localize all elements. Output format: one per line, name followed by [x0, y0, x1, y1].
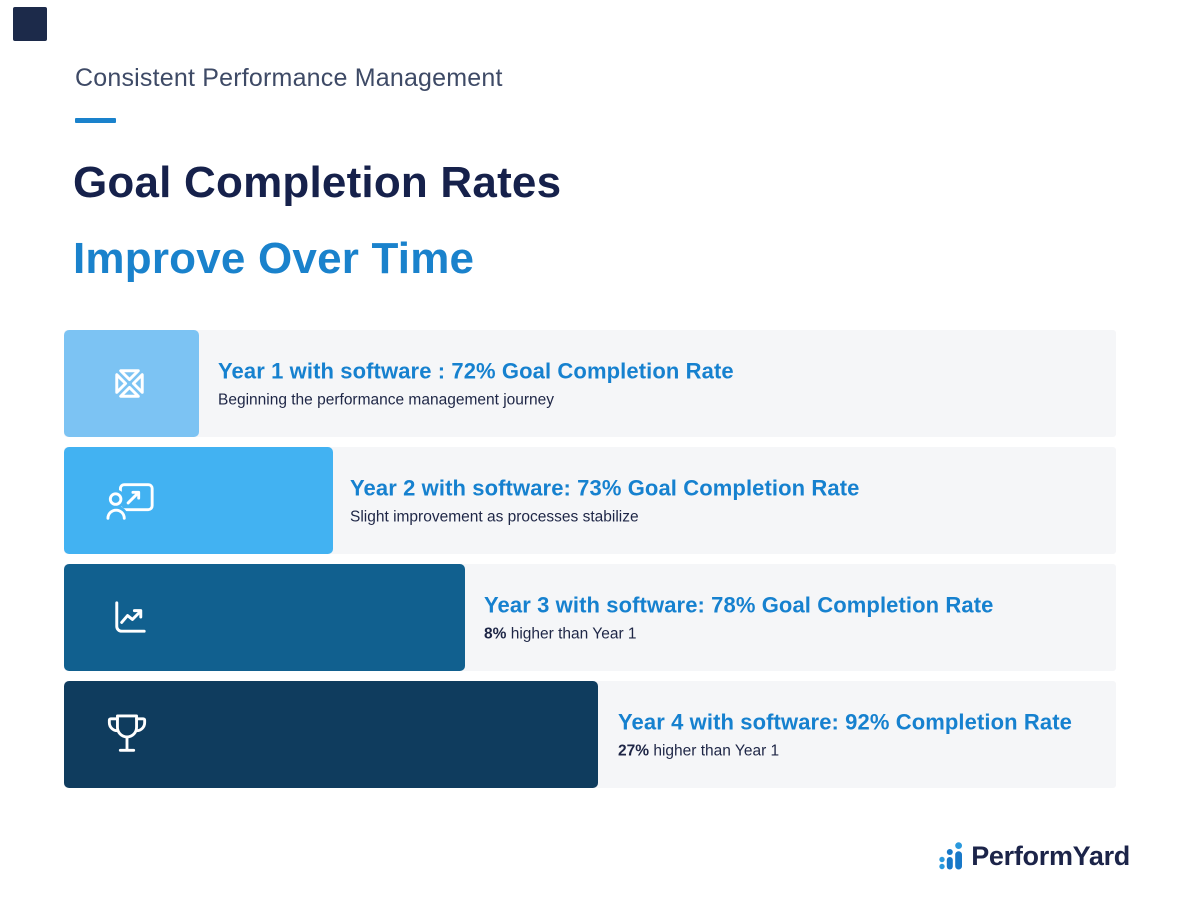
page-subtitle: Improve Over Time [73, 234, 475, 283]
page-title: Goal Completion Rates [73, 158, 562, 207]
year-4-title: Year 4 with software: 92% Completion Rat… [618, 709, 1072, 734]
year-2-title: Year 2 with software: 73% Goal Completio… [350, 475, 860, 500]
eyebrow-text: Consistent Performance Management [75, 64, 503, 92]
year-3-bar [64, 564, 465, 671]
year-1-subtitle: Beginning the performance management jou… [218, 391, 555, 408]
year-4-subtitle: 27% higher than Year 1 [618, 742, 780, 759]
trophy-icon [106, 711, 148, 759]
expand-arrows-icon [106, 360, 153, 407]
performyard-logo-text: PerformYard [971, 841, 1130, 871]
presentation-growth-icon [106, 479, 156, 523]
performyard-logo: PerformYard [938, 841, 1130, 872]
year-2-bar [64, 447, 333, 554]
year-1-bar [64, 330, 199, 437]
accent-dash [75, 118, 116, 123]
corner-accent-square [13, 7, 47, 41]
year-1-title: Year 1 with software : 72% Goal Completi… [218, 358, 734, 383]
performyard-logo-icon [938, 842, 964, 871]
year-3-subtitle: 8% higher than Year 1 [484, 625, 637, 642]
trend-chart-icon [106, 594, 153, 641]
bar-chart: Year 1 with software : 72% Goal Completi… [64, 330, 1116, 798]
year-2-row: Year 2 with software: 73% Goal Completio… [64, 447, 1116, 554]
year-3-row: Year 3 with software: 78% Goal Completio… [64, 564, 1116, 671]
year-2-subtitle: Slight improvement as processes stabiliz… [350, 508, 639, 525]
year-4-row: Year 4 with software: 92% Completion Rat… [64, 681, 1116, 788]
year-4-bar [64, 681, 598, 788]
year-1-row: Year 1 with software : 72% Goal Completi… [64, 330, 1116, 437]
year-3-title: Year 3 with software: 78% Goal Completio… [484, 592, 994, 617]
